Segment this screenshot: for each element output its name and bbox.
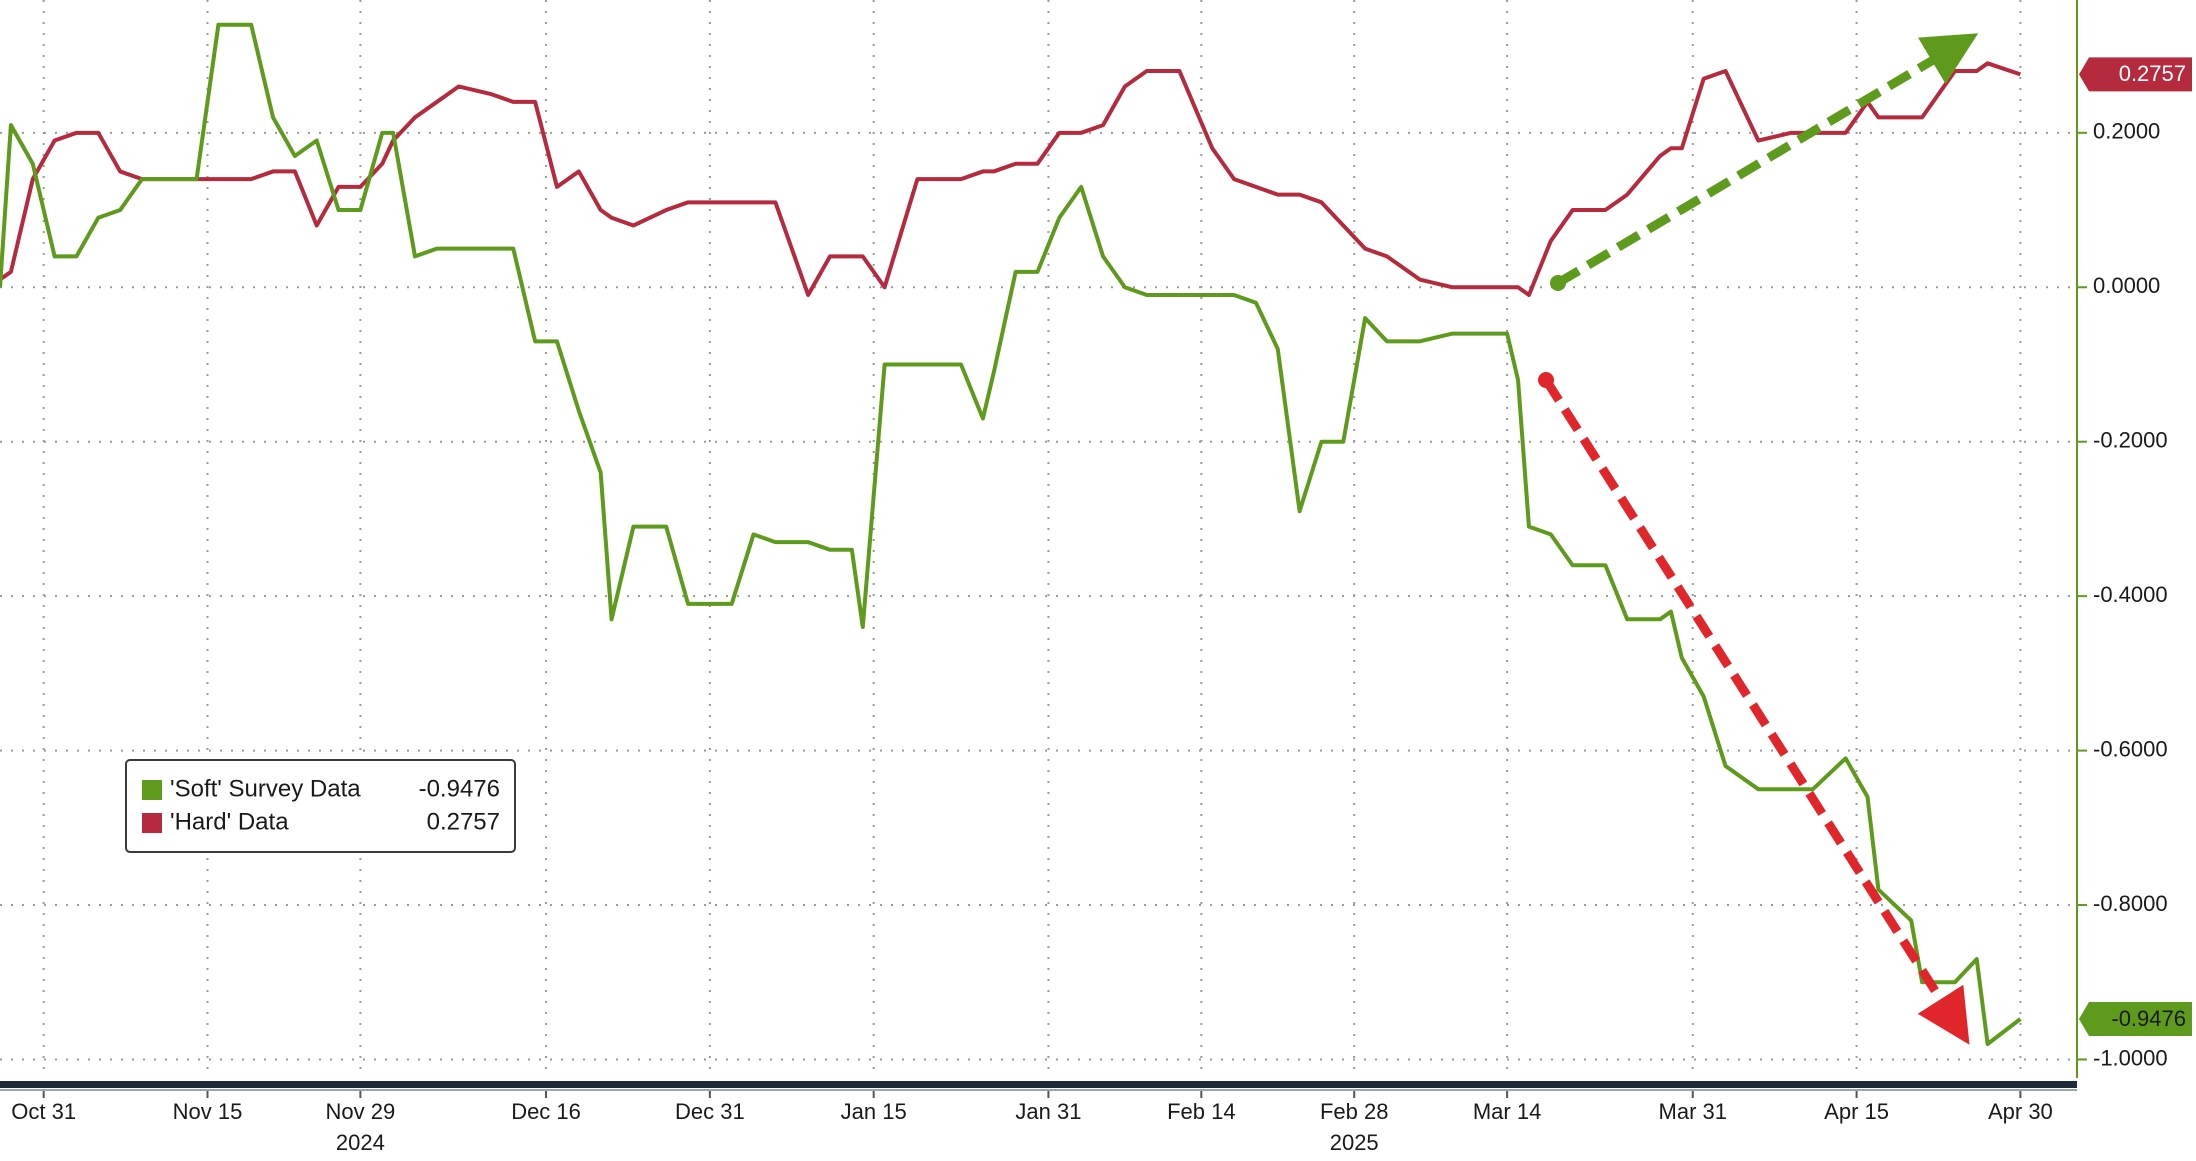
legend-box	[125, 759, 516, 853]
legend-label: 'Hard' Data	[170, 808, 289, 835]
x-tick-label: Nov 29	[326, 1099, 396, 1124]
x-tick-label: Dec 16	[511, 1099, 581, 1124]
legend-swatch	[142, 813, 162, 833]
value-badge-label: 0.2757	[2119, 61, 2186, 86]
legend-swatch	[142, 780, 162, 800]
legend-value: -0.9476	[419, 775, 500, 802]
x-tick-label: Oct 31	[11, 1099, 76, 1124]
grid	[0, 0, 2075, 1078]
value-badge-label: -0.9476	[2111, 1006, 2186, 1031]
x-tick-label: Apr 30	[1988, 1099, 2053, 1124]
y-tick-label: -0.6000	[2093, 736, 2168, 761]
y-tick-label: -1.0000	[2093, 1045, 2168, 1070]
x-tick-label: Feb 28	[1320, 1099, 1389, 1124]
legend: 'Soft' Survey Data -0.9476 'Hard' Data 0.27…	[125, 759, 516, 853]
y-tick-label: -0.8000	[2093, 891, 2168, 916]
x-tick-label: Mar 14	[1473, 1099, 1541, 1124]
y-tick-label: -0.2000	[2093, 428, 2168, 453]
x-year-label: 2025	[1330, 1130, 1379, 1155]
y-tick-label: -0.4000	[2093, 582, 2168, 607]
value-badge	[2079, 57, 2192, 92]
x-tick-label: Nov 15	[173, 1099, 243, 1124]
legend-label: 'Soft' Survey Data	[170, 775, 361, 802]
x-tick-label: Jan 15	[841, 1099, 907, 1124]
x-tick-label: Jan 31	[1015, 1099, 1081, 1124]
down-arrow	[1542, 377, 1970, 1045]
series-line	[0, 22, 2022, 1047]
up-arrow	[1555, 33, 1979, 287]
legend-value: 0.2757	[427, 808, 500, 835]
x-tick-label: Feb 14	[1167, 1099, 1236, 1124]
arrow-dot	[1538, 372, 1554, 388]
arrow-dot	[1550, 275, 1566, 291]
value-badge	[2079, 1002, 2192, 1037]
x-tick-label: Mar 31	[1659, 1099, 1727, 1124]
annotations	[1538, 33, 1979, 1045]
x-year-label: 2024	[336, 1130, 385, 1155]
y-tick-label: 0.0000	[2093, 273, 2160, 298]
x-tick-label: Dec 31	[675, 1099, 745, 1124]
x-axis	[0, 1081, 2077, 1088]
x-tick-label: Apr 15	[1824, 1099, 1889, 1124]
plot	[0, 22, 2022, 1047]
y-tick-label: 0.2000	[2093, 119, 2160, 144]
